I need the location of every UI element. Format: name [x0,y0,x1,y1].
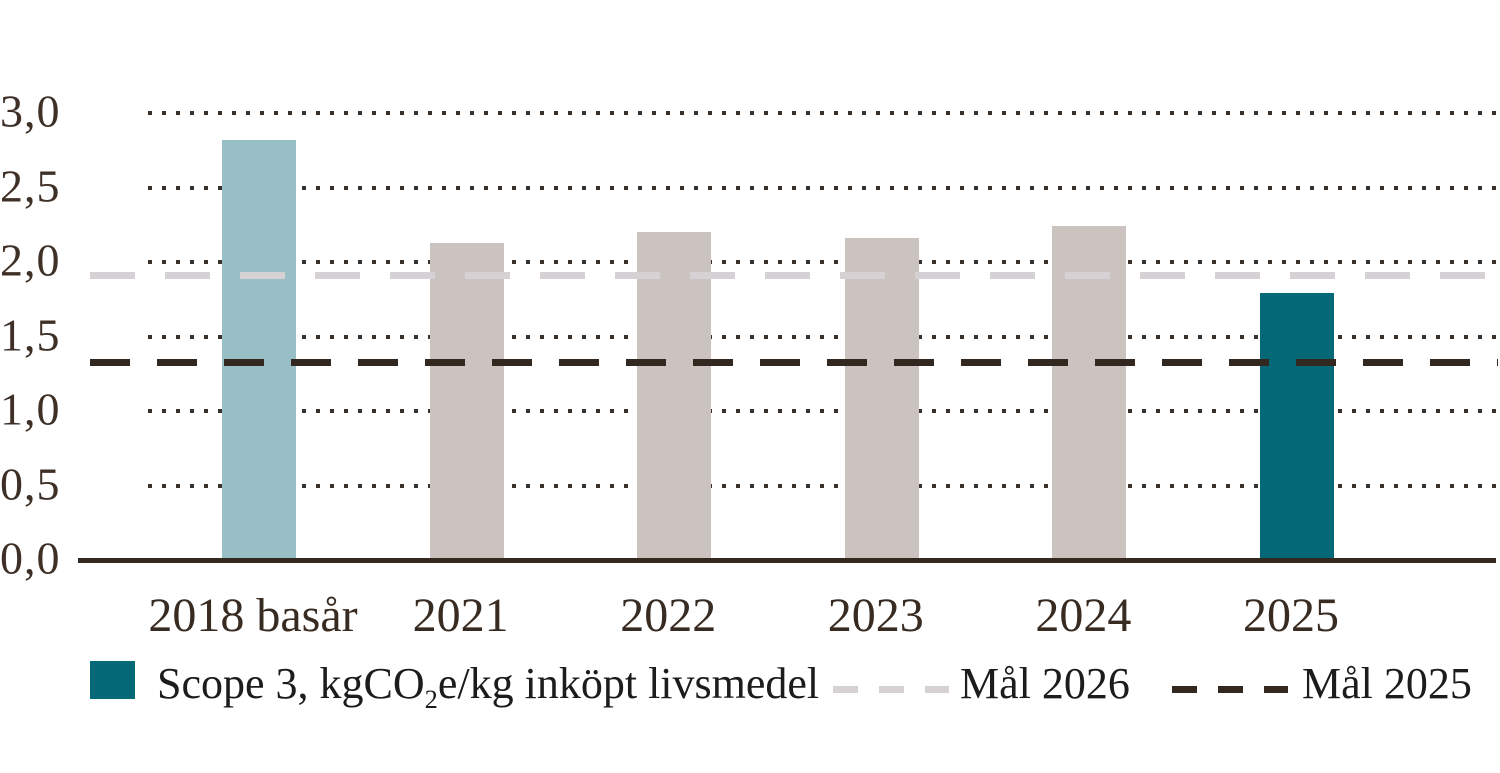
gridline-1,5 [148,334,1496,339]
legend-mal-2025-label: Mål 2025 [1302,659,1472,708]
y-tick-label: 2,5 [0,159,61,211]
bar-2018-basår [222,139,296,560]
bar-2022 [637,232,712,560]
y-tick-label: 0,5 [0,457,61,509]
legend-mal-2025-dash-icon [1172,686,1288,693]
legend-series-swatch [90,661,135,699]
legend-series-label-subscript: 2 [424,683,438,714]
gridline-2,0 [148,260,1496,264]
bar-2024 [1052,226,1127,560]
x-tick-label: 2022 [620,589,717,642]
gridline-2,5 [148,185,1496,190]
y-tick-label: 0,0 [0,532,61,584]
bar-2021 [429,242,504,560]
x-tick-label: 2024 [1035,589,1132,642]
legend-series-label: Scope 3, kgCO2e/kg inköpt livsmedel [157,658,820,712]
x-axis-line [78,558,1496,563]
x-tick-label: 2023 [827,589,924,642]
target-line-mål-2025 [90,358,1498,366]
legend-mal-2026-dash-icon [833,686,949,693]
x-tick-label: 2021 [412,589,509,642]
x-tick-label: 2018 basår [148,589,358,642]
y-tick-label: 1,5 [0,308,61,360]
legend-series-label-post: e/kg inköpt livsmedel [437,659,820,708]
y-tick-label: 3,0 [0,85,61,137]
target-line-mål-2026 [90,272,1498,280]
legend-mal-2026-label: Mål 2026 [960,659,1130,708]
y-tick-label: 2,0 [0,234,61,286]
gridline-3,0 [148,111,1496,115]
bar-2025 [1260,293,1334,560]
gridline-0,5 [148,483,1496,488]
legend-series-label-pre: Scope 3, kgCO [157,659,425,708]
y-tick-label: 1,0 [0,383,61,435]
bar-2023 [844,238,919,560]
x-tick-label: 2025 [1243,589,1339,642]
gridline-1,0 [148,409,1496,413]
